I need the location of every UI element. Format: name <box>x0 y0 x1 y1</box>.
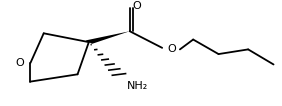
Text: O: O <box>132 1 141 11</box>
Text: NH₂: NH₂ <box>127 81 148 91</box>
Text: O: O <box>168 44 177 54</box>
Polygon shape <box>85 31 130 44</box>
Text: O: O <box>15 58 24 68</box>
